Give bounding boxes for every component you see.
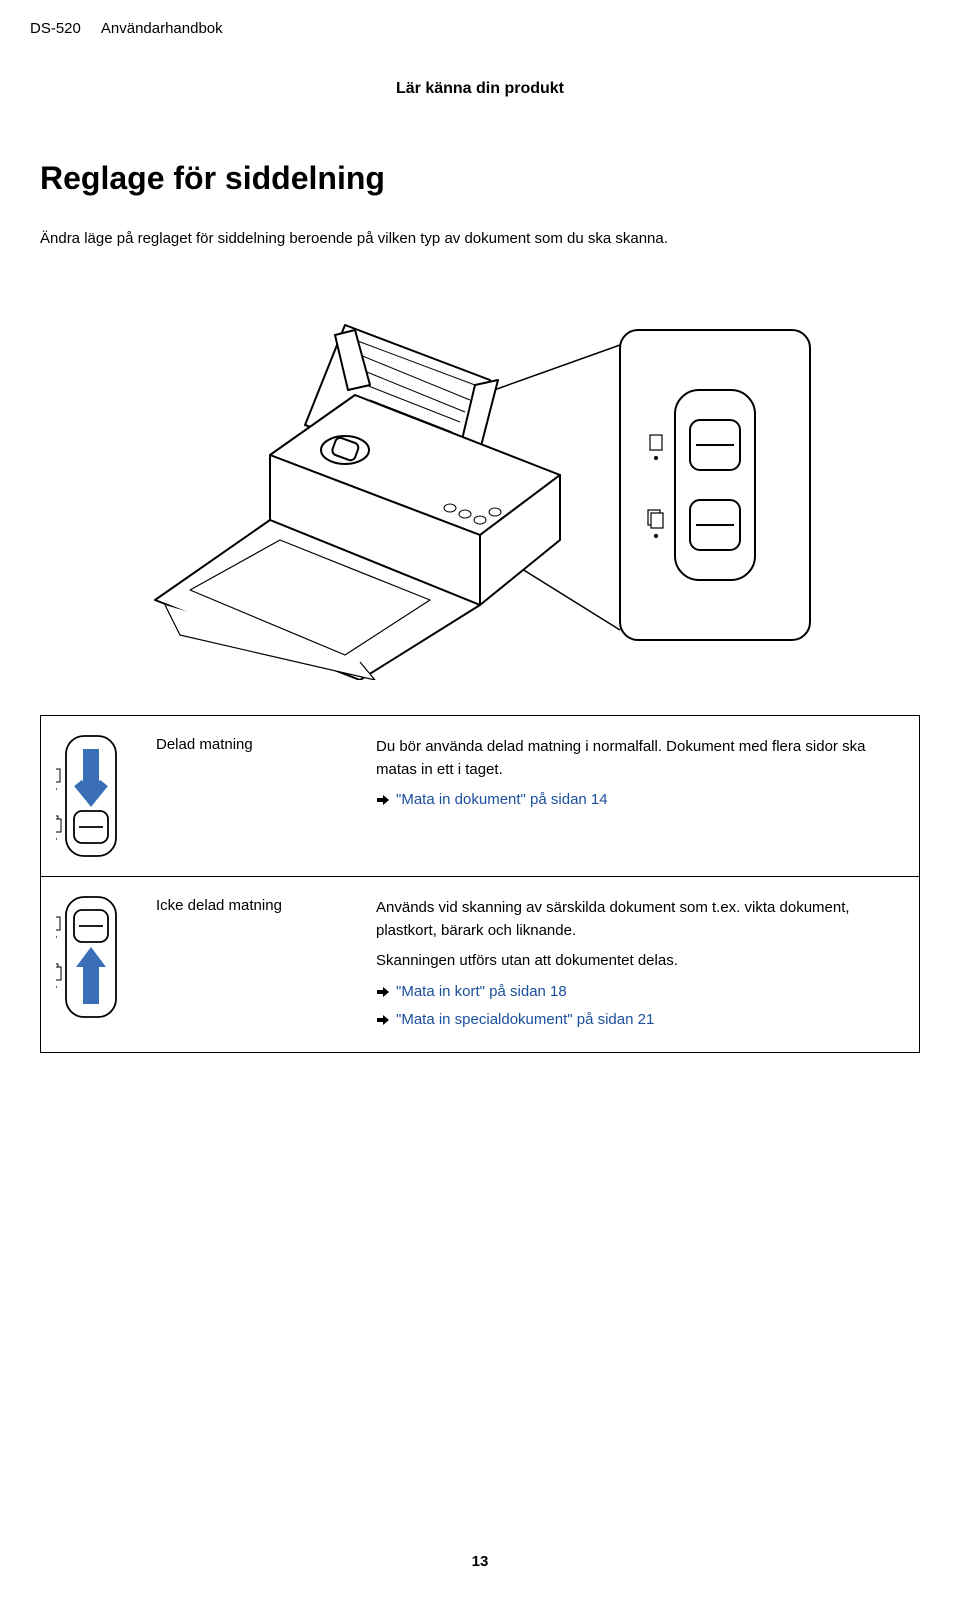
section-title: Lär känna din produkt [0, 80, 960, 98]
desc-text-1: Används vid skanning av särskilda dokume… [376, 897, 904, 942]
link-text: "Mata in dokument" på sidan 14 [396, 789, 608, 812]
header-left: DS-520 Användarhandbok [30, 20, 223, 37]
arrow-right-icon [376, 985, 390, 999]
cross-reference[interactable]: "Mata in specialdokument" på sidan 21 [376, 1009, 904, 1032]
scanner-illustration [120, 290, 840, 680]
cross-reference[interactable]: "Mata in kort" på sidan 18 [376, 981, 904, 1004]
mode-table: Delad matning Du bör använda delad matni… [40, 715, 920, 1053]
arrow-right-icon [376, 1013, 390, 1027]
switch-icon-up [41, 877, 141, 1052]
mode-description: Du bör använda delad matning i normalfal… [361, 716, 919, 876]
switch-icon-down [41, 716, 141, 876]
mode-label: Icke delad matning [141, 877, 361, 1052]
page-number: 13 [0, 1553, 960, 1570]
arrow-right-icon [376, 793, 390, 807]
link-text: "Mata in kort" på sidan 18 [396, 981, 567, 1004]
desc-text: Du bör använda delad matning i normalfal… [376, 736, 904, 781]
product-code: DS-520 [30, 20, 81, 37]
mode-description: Används vid skanning av särskilda dokume… [361, 877, 919, 1052]
doc-type: Användarhandbok [101, 20, 223, 37]
page-heading: Reglage för siddelning [40, 160, 385, 197]
desc-text-2: Skanningen utförs utan att dokumentet de… [376, 950, 904, 973]
table-row: Icke delad matning Används vid skanning … [41, 877, 919, 1052]
table-row: Delad matning Du bör använda delad matni… [41, 716, 919, 877]
link-text: "Mata in specialdokument" på sidan 21 [396, 1009, 654, 1032]
mode-label: Delad matning [141, 716, 361, 876]
cross-reference[interactable]: "Mata in dokument" på sidan 14 [376, 789, 904, 812]
intro-paragraph: Ändra läge på reglaget för siddelning be… [40, 230, 920, 247]
